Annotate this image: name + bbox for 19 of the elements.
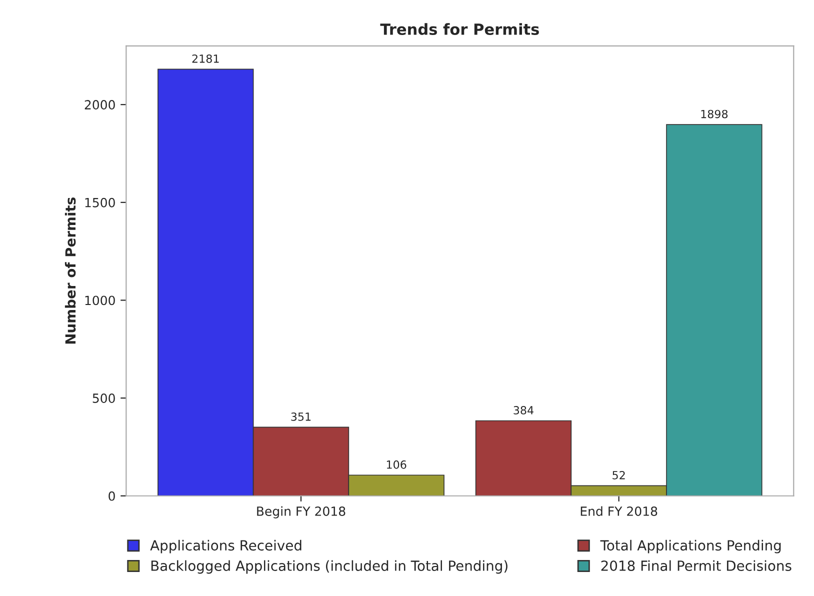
x-tick-label: Begin FY 2018 [257,506,346,518]
data-label: 2181 [192,54,219,63]
y-axis-title: Number of Permits [64,198,76,344]
legend-label: Backlogged Applications (included in Total Pending) [151,560,508,574]
y-tick-label: 500 [92,394,115,403]
legend-label: Applications Received [150,540,302,554]
y-tick-label: 2000 [84,100,115,110]
data-label: 351 [291,412,311,421]
data-label: 52 [612,470,625,480]
y-tick-label: 1000 [85,296,115,306]
data-label: 106 [386,460,406,469]
data-label: 1898 [701,110,728,118]
y-tick-label: 0 [108,491,115,501]
data-label: 384 [514,406,534,414]
legend-label: Total Applications Pending [600,540,781,554]
x-tick-label: End FY 2018 [580,506,658,516]
y-tick-label: 1500 [85,198,115,208]
chart-title: Trends for Permits [380,23,539,35]
legend-label: 2018 Final Permit Decisions [601,560,792,572]
